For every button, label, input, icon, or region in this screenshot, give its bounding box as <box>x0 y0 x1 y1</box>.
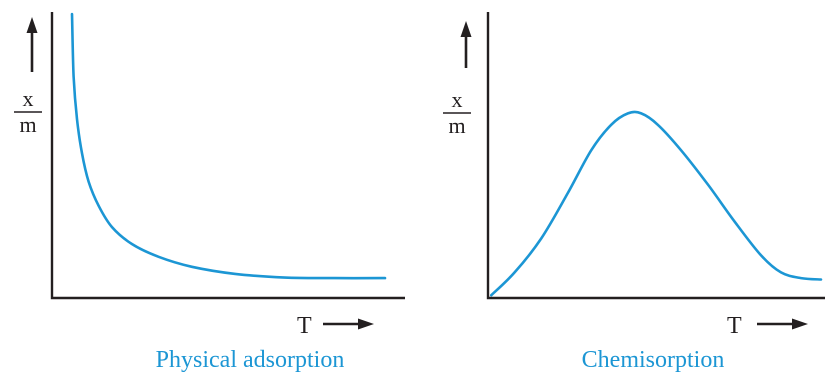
y-axis-up-arrow <box>26 17 38 72</box>
chemisorption-curve <box>490 110 823 297</box>
y-label-denominator: m <box>19 112 36 137</box>
y-label-numerator: x <box>23 86 34 111</box>
panel-caption: Physical adsorption <box>156 347 345 373</box>
x-axis-right-arrow <box>757 318 808 330</box>
panel-caption: Chemisorption <box>582 347 725 373</box>
axes <box>486 12 825 300</box>
panel-physical-adsorption: x m T Physical adsorption <box>14 12 405 373</box>
panel-chemisorption: x m T Chemisorption <box>443 12 825 373</box>
x-axis-right-arrow <box>323 318 374 330</box>
y-axis-label: x m <box>14 86 42 137</box>
y-label-denominator: m <box>448 113 465 138</box>
x-axis-label: T <box>727 313 742 339</box>
y-label-numerator: x <box>452 87 463 112</box>
x-axis-label: T <box>297 313 312 339</box>
y-axis-label: x m <box>443 87 471 138</box>
physical-adsorption-curve <box>70 12 387 280</box>
y-axis-up-arrow <box>460 21 472 68</box>
axes <box>50 12 405 300</box>
